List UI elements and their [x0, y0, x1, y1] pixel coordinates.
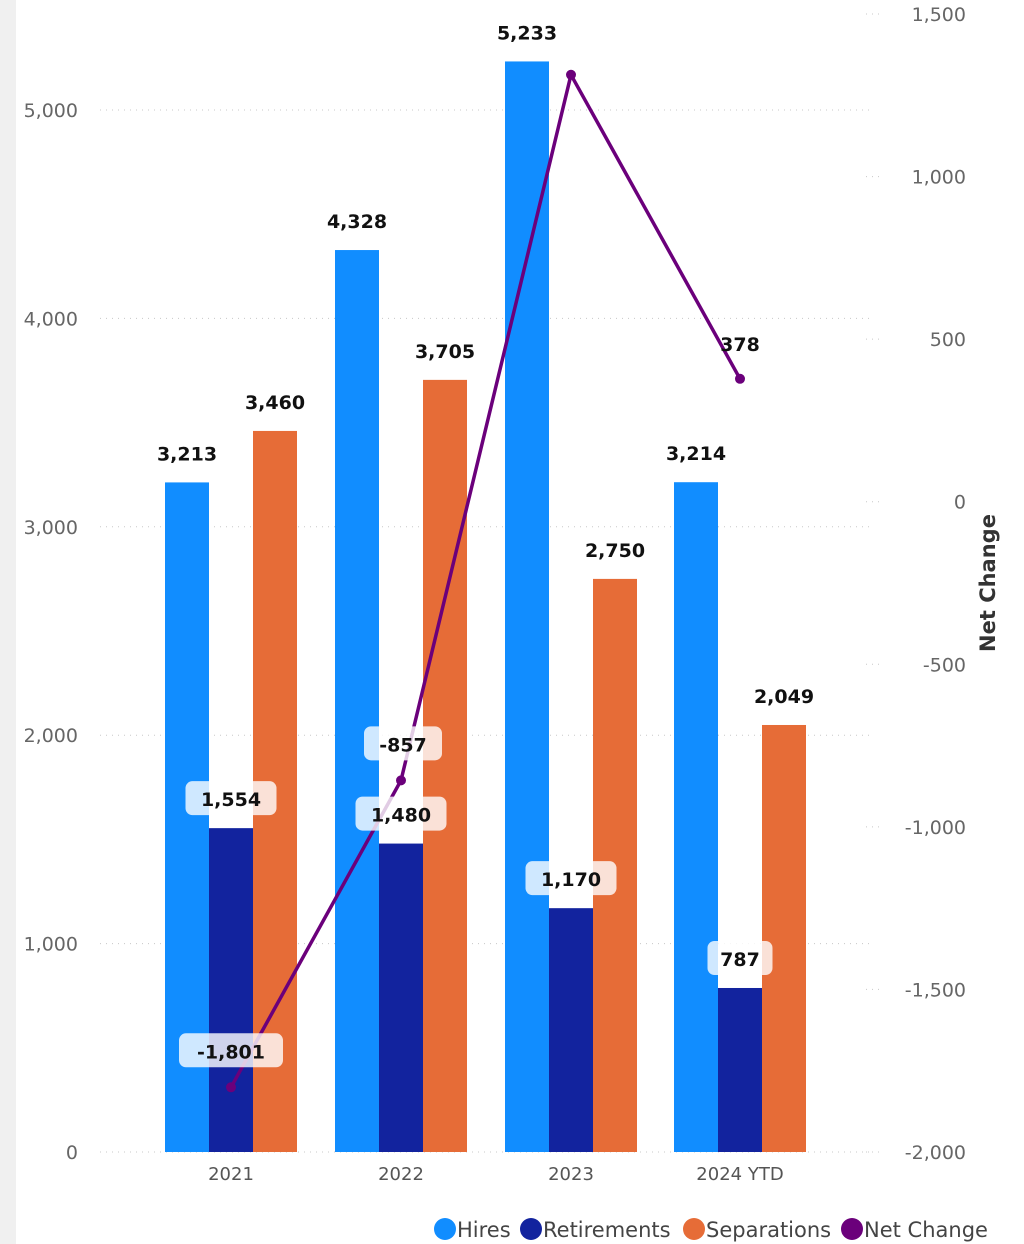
bar-retirements-2021 — [209, 828, 253, 1152]
bar-hires-2022 — [335, 250, 379, 1152]
category-label-2022: 2022 — [378, 1164, 424, 1185]
label-retirements-2021-background — [185, 781, 277, 816]
category-label-2024-ytd: 2024 YTD — [696, 1164, 783, 1185]
bar-separations-2022 — [423, 379, 467, 1152]
label-retirements-2022-background — [355, 796, 447, 831]
label-net-change-2021: -1,801 — [197, 1041, 265, 1063]
bar-hires-2023 — [505, 61, 549, 1153]
left-tick-label: 4,000 — [24, 308, 78, 330]
bar-hires-2024-ytd — [674, 482, 718, 1152]
label-separations-2023: 2,750 — [585, 540, 645, 562]
label-hires-2022: 4,328 — [327, 211, 387, 233]
right-tick-label: 1,500 — [912, 4, 966, 26]
right-tick-label: -2,000 — [905, 1142, 966, 1164]
right-tick-label: -1,000 — [905, 817, 966, 839]
label-net-change-2024-ytd: 378 — [720, 334, 760, 356]
left-tick-label: 1,000 — [24, 934, 78, 956]
label-net-change-2021-background — [179, 1033, 283, 1068]
left-tick-label: 0 — [66, 1142, 78, 1164]
legend-label-hires: Hires — [457, 1218, 511, 1242]
legend-label-net-change: Net Change — [864, 1218, 988, 1242]
category-label-2021: 2021 — [208, 1164, 254, 1185]
right-tick-label: 1,000 — [912, 167, 966, 189]
label-retirements-2021: 1,554 — [201, 789, 261, 811]
bar-separations-2024-ytd — [762, 724, 806, 1152]
bar-retirements-2024-ytd — [718, 987, 762, 1152]
label-net-change-2022: -857 — [379, 734, 427, 756]
net-change-point-2023 — [566, 69, 576, 80]
category-axis: 2021 2022 2023 2024 YTD — [208, 1164, 784, 1185]
right-tick-label: 0 — [954, 492, 966, 514]
gridlines — [100, 13, 884, 1153]
net-change-point-2022 — [396, 775, 406, 786]
net-change-line-path — [229, 73, 742, 1089]
legend-label-retirements: Retirements — [543, 1218, 671, 1242]
right-axis-title: Net Change — [976, 514, 1000, 652]
legend-marker-separations — [683, 1218, 705, 1240]
left-axis: 0 1,000 2,000 3,000 4,000 5,000 — [24, 100, 78, 1164]
label-retirements-2024-ytd: 787 — [720, 949, 760, 971]
label-retirements-2023: 1,170 — [541, 869, 601, 891]
label-hires-2021: 3,213 — [157, 443, 217, 465]
left-tick-label: 2,000 — [24, 725, 78, 747]
label-hires-2023: 5,233 — [497, 22, 557, 44]
left-tick-label: 5,000 — [24, 100, 78, 122]
label-retirements-2023-background — [525, 861, 617, 896]
right-tick-label: 500 — [930, 329, 966, 351]
label-net-change-2022-background — [364, 726, 442, 761]
right-tick-label: -500 — [923, 654, 966, 676]
legend-marker-net-change — [841, 1218, 863, 1240]
data-labels: 3,213 4,328 5,233 3,214 3,460 3,705 2,750 2,049… — [157, 22, 814, 1068]
category-label-2023: 2023 — [548, 1164, 594, 1185]
label-separations-2021: 3,460 — [245, 392, 305, 414]
label-retirements-2022: 1,480 — [371, 805, 431, 827]
legend-label-separations: Separations — [706, 1218, 831, 1242]
net-change-point-2021 — [226, 1082, 236, 1093]
net-change-line — [226, 69, 745, 1093]
bars — [165, 61, 806, 1153]
label-separations-2022: 3,705 — [415, 341, 475, 363]
label-separations-2024-ytd: 2,049 — [754, 686, 814, 708]
label-retirements-2024-ytd-background — [707, 940, 773, 975]
left-tick-label: 3,000 — [24, 517, 78, 539]
legend: Hires Retirements Separations Net Change — [434, 1218, 988, 1242]
right-axis: Net Change -2,000 -1,500 -1,000 -500 0 500 1,0… — [905, 4, 1000, 1164]
right-tick-label: -1,500 — [905, 979, 966, 1001]
legend-marker-retirements — [520, 1218, 542, 1240]
legend-marker-hires — [434, 1218, 456, 1240]
bar-retirements-2023 — [549, 908, 593, 1152]
left-margin-strip — [0, 0, 16, 1244]
bar-retirements-2022 — [379, 843, 423, 1152]
net-change-point-2024-ytd — [735, 373, 745, 384]
label-hires-2024-ytd: 3,214 — [666, 443, 726, 465]
